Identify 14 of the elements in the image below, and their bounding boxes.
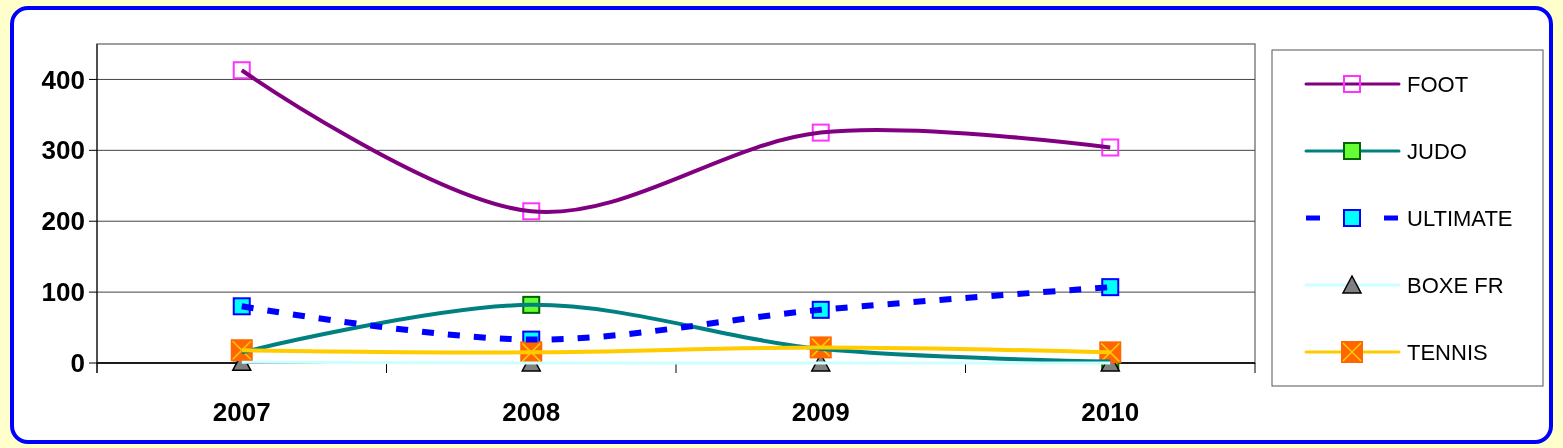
legend-label: JUDO	[1407, 138, 1467, 164]
legend-label: FOOT	[1407, 71, 1469, 97]
x-tick-label: 2009	[791, 397, 850, 427]
legend-label: TENNIS	[1407, 339, 1488, 365]
x-tick-label: 2008	[502, 397, 561, 427]
y-tick-label: 0	[70, 348, 85, 379]
legend-label: BOXE FR	[1407, 272, 1504, 298]
y-tick-label: 200	[41, 206, 85, 237]
y-tick-label: 300	[41, 135, 85, 166]
x-tick-label: 2007	[212, 397, 271, 427]
legend-label: ULTIMATE	[1407, 205, 1513, 231]
x-tick-label: 2010	[1081, 397, 1140, 427]
y-tick-label: 100	[41, 277, 85, 308]
y-tick-label: 400	[41, 64, 85, 95]
